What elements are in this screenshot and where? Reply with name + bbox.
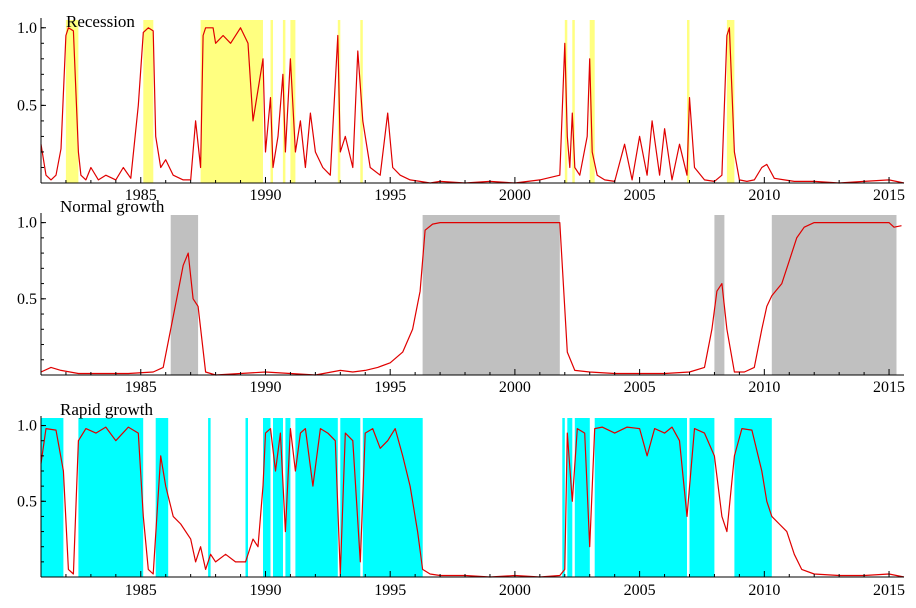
shaded-period — [65, 20, 79, 183]
shaded-period — [567, 418, 573, 577]
panel-rapid-growth: Rapid growth 1985 1990 1995 2000 2005 2010 201… — [17, 400, 905, 599]
x-tick-label: 1985 — [125, 379, 157, 396]
x-tick-label: 2010 — [748, 582, 780, 599]
shaded-period — [78, 418, 144, 577]
x-tick-label: 2000 — [499, 379, 531, 396]
x-tick-label: 1990 — [249, 379, 281, 396]
shaded-period — [362, 418, 423, 577]
shaded-period — [170, 215, 199, 375]
y-tick-label: 1.0 — [17, 418, 37, 435]
x-tick-label: 1985 — [125, 582, 157, 599]
x-tick-label: 1990 — [249, 582, 281, 599]
x-tick-label: 2010 — [748, 379, 780, 396]
shaded-period — [155, 418, 169, 577]
panel-title-normal-growth: Normal growth — [60, 197, 165, 216]
normal-growth-probability-line — [40, 222, 902, 376]
shaded-period — [340, 418, 361, 577]
x-tick-label: 2015 — [873, 582, 905, 599]
x-tick-label: 1995 — [374, 187, 406, 204]
shaded-period — [200, 20, 263, 183]
recession-probability-line — [40, 27, 905, 184]
x-tick-label: 2005 — [624, 187, 656, 204]
x-tick-label: 2010 — [748, 187, 780, 204]
panel-title-recession: Recession — [66, 12, 135, 31]
panel-normal-growth: Normal growth 1985 1990 1995 2000 2005 2010 20… — [17, 197, 905, 396]
y-tick-label: 0.5 — [17, 97, 37, 114]
shaded-period — [687, 20, 690, 183]
y-tick-label: 0.5 — [17, 291, 37, 308]
x-tick-label: 1995 — [374, 379, 406, 396]
x-tick-label: 2000 — [499, 582, 531, 599]
shaded-period — [771, 215, 897, 375]
x-tick-label: 1985 — [125, 187, 157, 204]
x-tick-label: 1990 — [249, 187, 281, 204]
shaded-period — [572, 20, 575, 183]
x-tick-label: 2015 — [873, 187, 905, 204]
x-tick-label: 2015 — [873, 379, 905, 396]
x-tick-label: 2005 — [624, 582, 656, 599]
shaded-period — [245, 418, 248, 577]
shaded-period — [594, 418, 687, 577]
shaded-period — [422, 215, 560, 375]
shaded-period — [295, 418, 338, 577]
shaded-period — [143, 20, 154, 183]
x-tick-label: 1995 — [374, 582, 406, 599]
x-tick-label: 2000 — [499, 187, 531, 204]
shaded-period — [562, 418, 565, 577]
x-tick-label: 2005 — [624, 379, 656, 396]
shaded-period — [41, 418, 64, 577]
shaded-period — [726, 20, 735, 183]
shaded-period — [208, 418, 211, 577]
panel-recession: Recession 1985 1990 1995 2000 2005 2010 2015 0.… — [17, 12, 905, 204]
shaded-period — [285, 418, 291, 577]
shaded-period — [263, 418, 271, 577]
panel-title-rapid-growth: Rapid growth — [60, 400, 154, 419]
y-tick-label: 1.0 — [17, 215, 37, 232]
y-tick-label: 0.5 — [17, 493, 37, 510]
shaded-period — [270, 20, 273, 183]
rapid-growth-probability-line — [40, 426, 905, 578]
y-tick-label: 1.0 — [17, 20, 37, 37]
shaded-period — [273, 418, 283, 577]
shaded-period — [589, 20, 595, 183]
shaded-period — [714, 215, 725, 375]
